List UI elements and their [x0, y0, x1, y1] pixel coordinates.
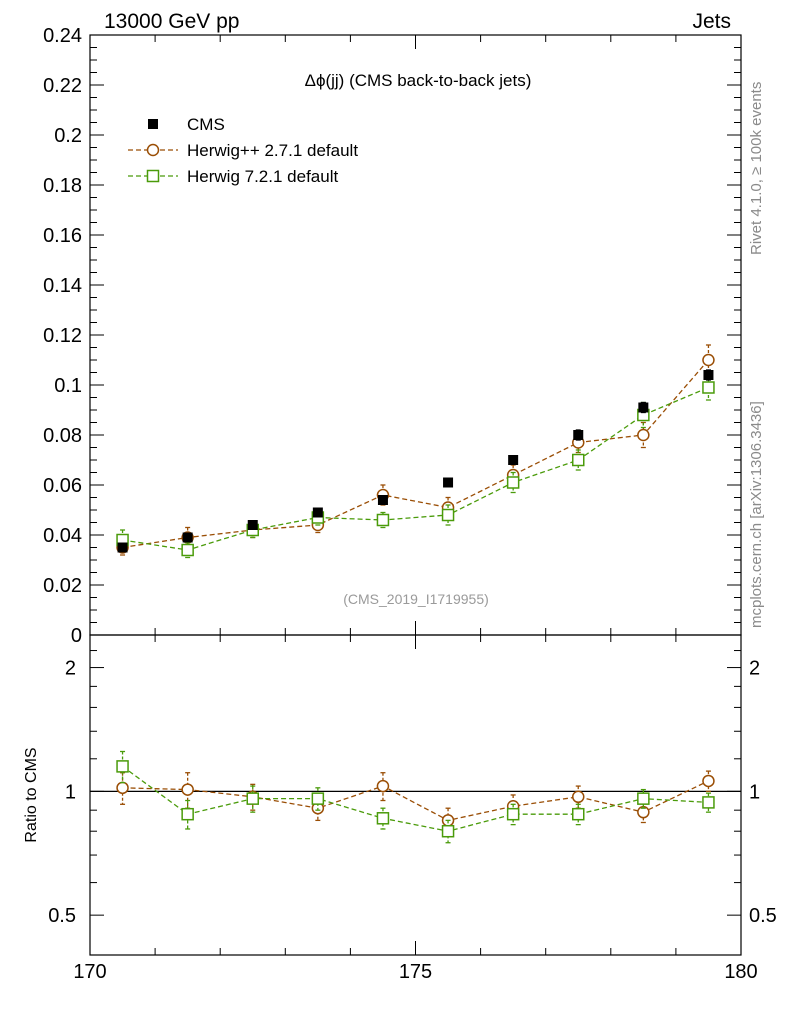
ratio-y-tick-label: 2 [65, 658, 76, 680]
herwig-7-2-1-default-ratio-point [506, 807, 520, 821]
cms-point [638, 402, 649, 413]
main-y-tick-label: 0.02 [43, 575, 82, 597]
herwig-2-7-1-default-ratio-point [376, 779, 390, 793]
legend-herwig-2-7-1-default-marker [146, 143, 160, 157]
herwig-2-7-1-default-line [122, 359, 709, 549]
x-tick-label: 175 [399, 961, 432, 983]
herwig-2-7-1-default-ratio-point [702, 774, 715, 788]
herwig-7-2-1-default-ratio-point [441, 824, 455, 838]
cms-point [443, 477, 454, 488]
ratio-y-axis: 0.5 0.5 1 1 2 2 [48, 650, 777, 956]
cms-point [312, 507, 323, 518]
ratio-y-tick-label-right: 2 [749, 658, 760, 680]
herwig-7-2-1-default-ratio-point [702, 796, 715, 809]
x-tick-label: 180 [724, 961, 757, 983]
ratio-data-points [116, 750, 715, 844]
cms-point [508, 455, 519, 465]
main-y-tick-label: 0.18 [43, 175, 82, 197]
herwig-2-7-1-default-ratio-point [116, 781, 129, 795]
ratio-y-label: Ratio to CMS [23, 747, 40, 842]
legend-herwig-7-2-1-default-marker [146, 169, 160, 183]
ratio-y-tick-label-right: 1 [749, 781, 760, 803]
legend-cms-marker [148, 119, 158, 129]
cms-point [182, 532, 193, 543]
cms-point [377, 495, 388, 505]
x-tick-label: 170 [73, 961, 106, 983]
header-left-label: 13000 GeV pp [104, 10, 239, 33]
cms-point [573, 430, 584, 440]
herwig-2-7-1-default-point [702, 353, 715, 367]
main-y-tick-label: 0.08 [43, 425, 82, 447]
legend-cms-label: CMS [187, 115, 225, 134]
herwig-7-2-1-default-ratio-point [246, 792, 259, 805]
ratio-y-tick-label: 1 [65, 781, 76, 803]
mcplots-source-label: mcplots.cern.ch [arXiv:1306.3436] [748, 401, 765, 628]
cms-point [703, 370, 714, 380]
legend-herwig-2-7-1-default-label: Herwig++ 2.7.1 default [187, 141, 358, 160]
herwig-2-7-1-default-ratio-point [181, 783, 194, 796]
legend: CMS Herwig++ 2.7.1 default Herwig 7.2.1 de… [128, 115, 358, 186]
cms-point [117, 542, 128, 553]
herwig-7-2-1-default-point [702, 381, 715, 394]
ratio-panel: 0.5 0.5 1 1 2 2 [48, 634, 777, 956]
herwig-2-7-1-default-ratio-line [122, 780, 709, 822]
herwig-7-2-1-default-ratio-point [116, 760, 129, 773]
ratio-y-tick-label: 0.5 [48, 905, 76, 927]
herwig-2-7-1-default-ratio-point [572, 790, 585, 804]
main-y-axis: 0 0.02 0.04 0.06 0.08 0.1 0.12 0.14 0.16 0.18 0.2 0… [43, 25, 741, 647]
main-y-tick-label: 0.24 [43, 25, 82, 47]
main-panel: 0 0.02 0.04 0.06 0.08 0.1 0.12 0.14 0.16 0.18 0.2 0… [43, 25, 742, 647]
ratio-y-tick-label-right: 0.5 [749, 905, 777, 927]
main-data-points [116, 344, 715, 559]
watermark: (CMS_2019_I1719955) [343, 591, 489, 607]
main-y-tick-label: 0.14 [43, 275, 82, 297]
herwig-7-2-1-default-ratio-point [637, 792, 650, 805]
x-axis: 170 175 180 [73, 35, 758, 983]
herwig-7-2-1-default-ratio-line [122, 765, 709, 832]
header-right-label: Jets [692, 10, 731, 33]
herwig-7-2-1-default-point [572, 453, 585, 467]
cms-point [247, 520, 258, 530]
main-y-tick-label: 0 [71, 625, 82, 647]
main-y-tick-label: 0.06 [43, 475, 82, 497]
herwig-2-7-1-default-point [637, 428, 650, 442]
plot-title: Δϕ(jj) (CMS back-to-back jets) [305, 71, 532, 90]
herwig-7-2-1-default-point [376, 513, 390, 527]
rivet-version-label: Rivet 4.1.0, ≥ 100k events [748, 82, 765, 255]
herwig-7-2-1-default-point [441, 508, 455, 522]
main-y-tick-label: 0.04 [43, 525, 82, 547]
main-y-tick-label: 0.22 [43, 75, 82, 97]
herwig-7-2-1-default-ratio-point [311, 792, 325, 805]
herwig-7-2-1-default-point [506, 476, 520, 489]
herwig-7-2-1-default-line [122, 386, 709, 551]
main-y-tick-label: 0.2 [54, 125, 82, 147]
main-y-tick-label: 0.16 [43, 225, 82, 247]
herwig-7-2-1-default-ratio-point [376, 812, 390, 825]
herwig-7-2-1-default-point [181, 543, 194, 557]
main-y-tick-label: 0.12 [43, 325, 82, 347]
legend-herwig-7-2-1-default-label: Herwig 7.2.1 default [187, 167, 338, 186]
main-y-tick-label: 0.1 [54, 375, 82, 397]
herwig-7-2-1-default-ratio-point [181, 807, 194, 821]
herwig-7-2-1-default-ratio-point [572, 807, 585, 821]
